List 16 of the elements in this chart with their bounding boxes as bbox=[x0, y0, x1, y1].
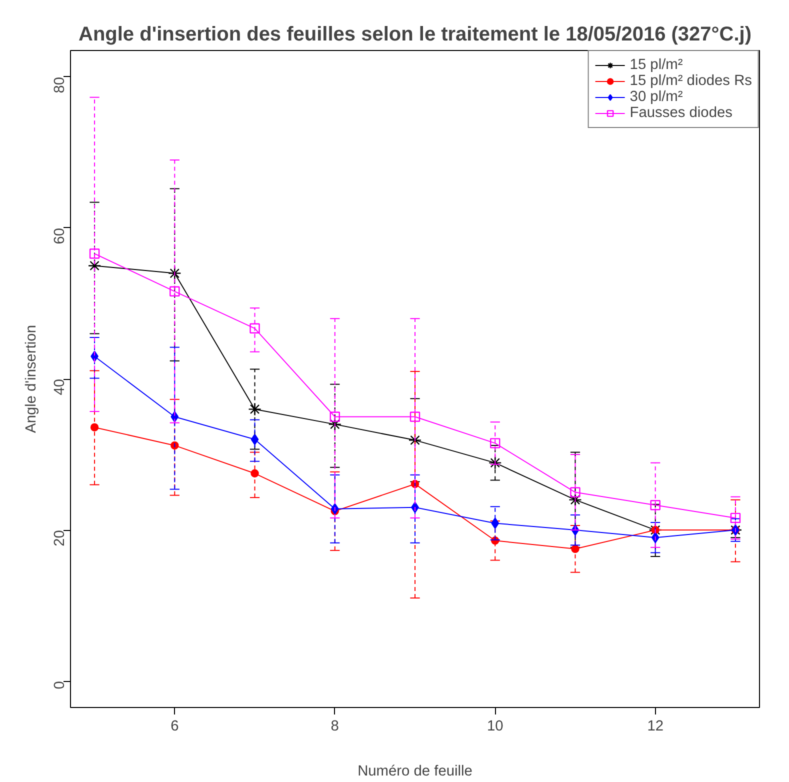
x-axis-title: Numéro de feuille bbox=[358, 764, 472, 780]
legend-label: 15 pl/m² diodes Rs bbox=[630, 73, 752, 89]
chart-title: Angle d'insertion des feuilles selon le traitement le 18/05/2016 (327°C.j) bbox=[78, 24, 752, 46]
y-axis-title: Angle d'insertion bbox=[24, 325, 40, 433]
y-tick-label: 60 bbox=[52, 228, 68, 244]
y-tick-label: 20 bbox=[52, 530, 68, 546]
y-tick-label: 40 bbox=[52, 378, 68, 396]
y-tick-label: 0 bbox=[52, 681, 68, 690]
legend-label: 15 pl/m² bbox=[630, 57, 683, 73]
x-tick-label: 8 bbox=[330, 718, 339, 734]
y-tick-label: 80 bbox=[52, 76, 68, 94]
x-tick-label: 12 bbox=[647, 718, 664, 734]
x-tick-label: 6 bbox=[170, 718, 179, 734]
legend-label: 30 pl/m² bbox=[630, 89, 683, 105]
legend-label: Fausses diodes bbox=[630, 105, 732, 121]
x-tick-label: 10 bbox=[486, 718, 504, 734]
